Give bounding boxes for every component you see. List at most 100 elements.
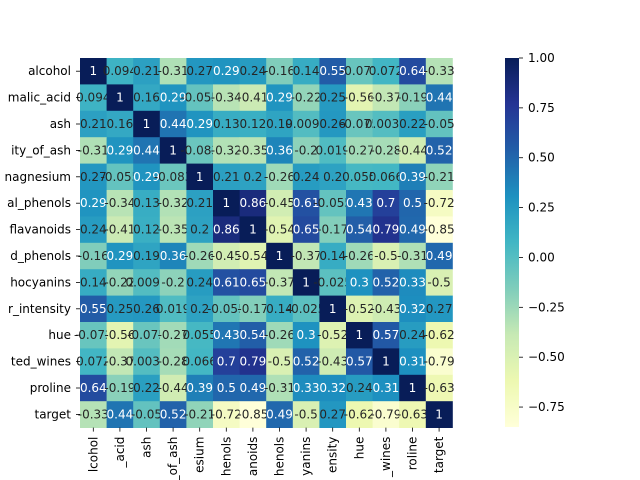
cell-annotation: 0.27: [186, 64, 213, 78]
heatmap-cell: [292, 295, 320, 323]
heatmap-cell: [346, 348, 373, 376]
row-tick-label: ash: [50, 117, 71, 131]
cell-annotation: 0.0039: [365, 117, 407, 131]
column-tick-labels: lcohol _acid ash _of_ash esium henols anoids he…: [86, 427, 446, 480]
cell-annotation: -0.22: [291, 91, 322, 105]
heatmap-cell: [80, 58, 107, 85]
row-tick-label: d_phenols: [10, 249, 71, 263]
cell-annotation: 0.49: [266, 407, 293, 421]
cell-annotation: -0.33: [424, 64, 455, 78]
heatmap-cell: [372, 190, 400, 217]
cell-annotation: -0.41: [237, 91, 268, 105]
row-tick-label: malic_acid: [8, 91, 71, 105]
cell-annotation: -0.79: [424, 355, 455, 369]
heatmap-cell: [292, 348, 320, 376]
cell-annotation: -0.31: [158, 64, 189, 78]
heatmap-cell: [80, 348, 107, 376]
heatmap-cell: [425, 84, 453, 112]
cell-annotation: 0.27: [80, 170, 107, 184]
cell-annotation: 0.0039: [126, 355, 168, 369]
cell-annotation: -0.34: [211, 91, 242, 105]
cell-annotation: 0.14: [293, 64, 320, 78]
heatmap-cell: [266, 58, 294, 85]
cell-annotation: 0.2: [190, 223, 209, 237]
heatmap-cell: [159, 295, 187, 323]
cell-annotation: -0.5: [427, 275, 450, 289]
heatmap-cell: [213, 163, 240, 191]
cell-annotation: -0.72: [424, 196, 455, 210]
cell-annotation: 0.32: [399, 302, 426, 316]
cell-annotation: 0.79: [373, 223, 400, 237]
heatmap-cell: [266, 374, 294, 402]
cell-annotation: 0.27: [319, 407, 346, 421]
cell-annotation: -0.37: [291, 249, 322, 263]
cell-annotation: 1: [302, 275, 310, 289]
cell-annotation: 0.14: [266, 302, 293, 316]
heatmap-cell: [319, 269, 347, 296]
heatmap-cell: [292, 322, 320, 349]
cell-annotation: -0.5: [374, 249, 397, 263]
heatmap-cell: [372, 137, 400, 164]
cell-annotation: 0.072: [76, 355, 110, 369]
row-tick-label: target: [35, 407, 72, 421]
heatmap-cell: [159, 348, 187, 376]
heatmap-cell: [319, 190, 347, 217]
column-tick-label: esium: [193, 437, 207, 473]
heatmap-cell: [319, 216, 347, 244]
cell-annotation: 0.61: [213, 275, 240, 289]
heatmap-cell: [213, 348, 240, 376]
cell-annotation: -0.055: [313, 196, 352, 210]
cell-annotation: 1: [382, 355, 390, 369]
colorbar-tick-label: −0.25: [528, 300, 565, 314]
heatmap-cell: [319, 374, 347, 402]
heatmap-cell: [80, 242, 107, 270]
heatmap-cell: [159, 190, 187, 217]
cell-annotation: 0.29: [266, 91, 293, 105]
cell-annotation: -0.055: [101, 170, 140, 184]
cell-annotation: 0.2: [190, 302, 209, 316]
cell-annotation: -0.055: [207, 302, 246, 316]
heatmap-cell: [159, 242, 187, 270]
heatmap-cell: [106, 348, 134, 376]
heatmap-cell: [319, 163, 347, 191]
cell-annotation: 0.24: [399, 328, 426, 342]
heatmap-cell: [319, 295, 347, 323]
heatmap-cell: [239, 58, 267, 85]
cell-annotation: -0.26: [344, 249, 375, 263]
cell-annotation: 1: [276, 249, 284, 263]
heatmap-cell: [425, 322, 453, 349]
heatmap-cell: [239, 401, 267, 428]
cell-annotation: 0.65: [240, 275, 267, 289]
heatmap-cell: [106, 401, 134, 428]
heatmap-cell: [239, 242, 267, 270]
cell-annotation: -0.2: [294, 143, 317, 157]
heatmap-cell: [346, 163, 373, 191]
cell-annotation: 0.019: [156, 302, 190, 316]
heatmap-cell: [425, 58, 453, 85]
cell-annotation: -0.62: [424, 328, 455, 342]
cell-annotation: -0.19: [397, 91, 428, 105]
heatmap-cell: [399, 269, 427, 296]
cell-annotation: 0.86: [240, 196, 267, 210]
cell-annotation: -0.31: [397, 249, 428, 263]
cell-annotation: -0.025: [287, 302, 326, 316]
heatmap-cell: [159, 374, 187, 402]
heatmap-cell: [346, 110, 373, 138]
heatmap-cell: [80, 322, 107, 349]
heatmap-cell: [346, 84, 373, 112]
cell-annotation: -0.05: [424, 117, 455, 131]
heatmap-cell: [159, 216, 187, 244]
heatmap-cell: [159, 110, 187, 138]
cell-annotation: 0.32: [319, 381, 346, 395]
heatmap-cell: [346, 322, 373, 349]
heatmap-cell: [239, 190, 267, 217]
heatmap-cell: [319, 137, 347, 164]
column-tick-label: _wines: [379, 437, 393, 478]
cell-annotation: 1: [222, 196, 230, 210]
heatmap-cell: [292, 242, 320, 270]
heatmap-cell: [372, 58, 400, 85]
cell-annotation: -0.16: [264, 64, 295, 78]
cell-annotation: -0.21: [424, 170, 455, 184]
heatmap-cell: [399, 163, 427, 191]
